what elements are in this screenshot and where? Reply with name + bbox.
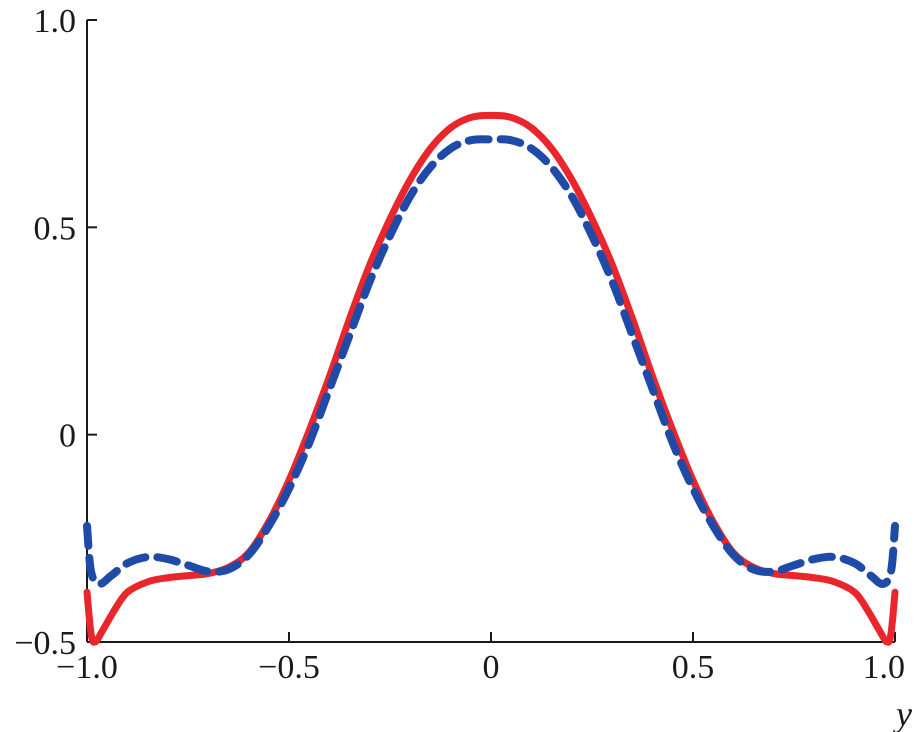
x-tick-label: −1.0 — [56, 649, 118, 686]
x-tick-label: 0.5 — [672, 649, 715, 686]
y-tick-label: 0 — [59, 418, 76, 455]
y-tick-label: −0.5 — [14, 625, 76, 662]
x-tick-label: −0.5 — [258, 649, 320, 686]
x-axis-title: y — [893, 694, 912, 732]
solid-series-line — [83, 111, 899, 646]
dashed-series-line — [83, 135, 899, 588]
y-tick-label: 1.0 — [34, 3, 77, 40]
x-tick-label: 1.0 — [863, 649, 906, 686]
plot-area — [83, 111, 899, 646]
y-tick-label: 0.5 — [34, 210, 77, 247]
x-tick-label: 0 — [483, 649, 500, 686]
axis-ticks: −1.0 −0.5 0 0.5 1.0−0.500.51.0 — [14, 3, 905, 686]
